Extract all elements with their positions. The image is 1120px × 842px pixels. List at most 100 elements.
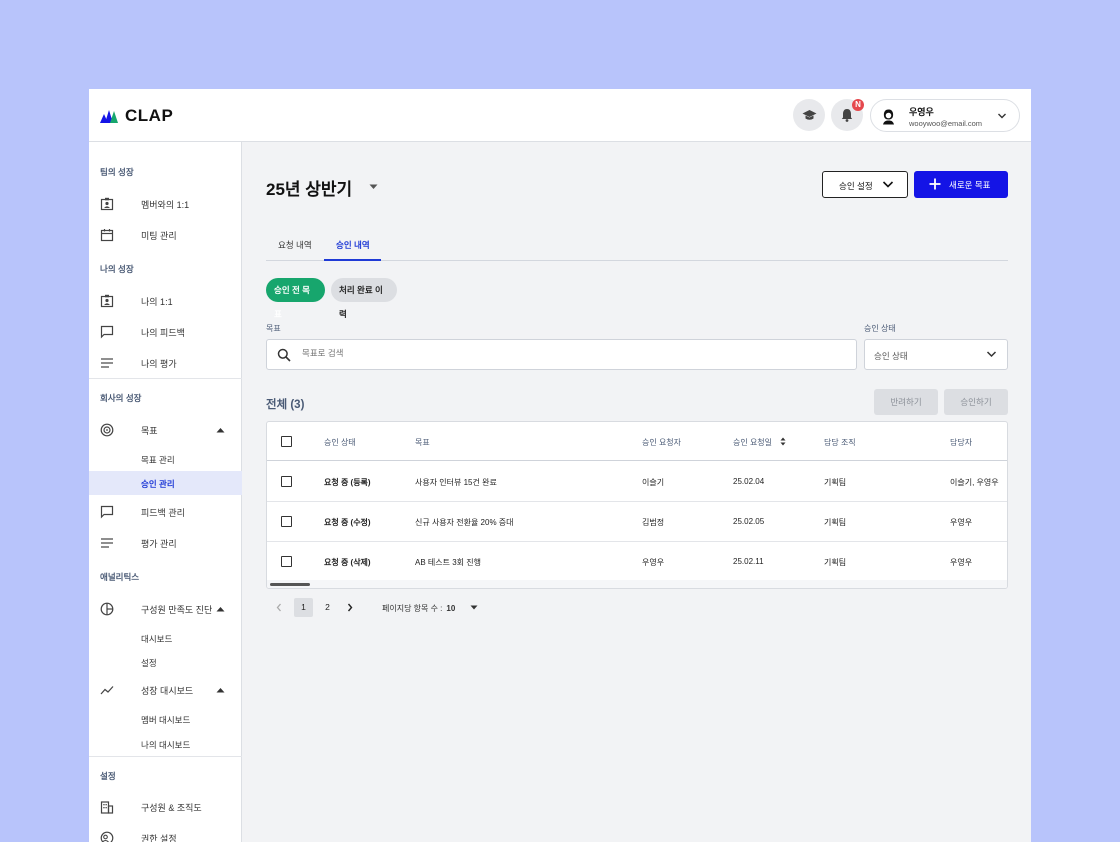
trend-icon bbox=[100, 686, 114, 695]
building-icon bbox=[100, 801, 114, 814]
sidebar-item-my-feedback[interactable]: 나의 피드백 bbox=[89, 320, 242, 344]
pie-icon bbox=[100, 602, 114, 616]
sidebar-subitem-label: 나의 대시보드 bbox=[141, 740, 191, 750]
cell-request-date: 25.02.11 bbox=[733, 557, 764, 566]
notification-badge: N bbox=[852, 99, 864, 111]
sidebar-item-label: 성장 대시보드 bbox=[141, 685, 194, 696]
row-checkbox[interactable] bbox=[281, 556, 292, 567]
page-button[interactable]: 2 bbox=[325, 602, 330, 612]
clap-logo[interactable]: CLAP bbox=[100, 106, 173, 126]
table-row[interactable]: 요청 중 (등록) 사용자 인터뷰 15건 완료 이슬기 25.02.04 기획… bbox=[267, 462, 1007, 502]
scrollbar-thumb[interactable] bbox=[270, 583, 310, 586]
tab-approval-history[interactable]: 승인 내역 bbox=[336, 240, 370, 250]
cell-goal[interactable]: AB 테스트 3회 진행 bbox=[415, 558, 481, 567]
chip-pending-goals[interactable]: 승인 전 목표 bbox=[266, 278, 325, 319]
sidebar-item-label: 권한 설정 bbox=[141, 833, 177, 842]
cell-request-date: 25.02.05 bbox=[733, 517, 765, 526]
per-page-select[interactable]: 페이지당 항목 수 :10 bbox=[382, 603, 455, 614]
cell-goal[interactable]: 신규 사용자 전환율 20% 증대 bbox=[415, 518, 514, 527]
learning-button[interactable] bbox=[793, 99, 825, 131]
page-button[interactable]: 1 bbox=[294, 598, 313, 617]
sidebar-divider bbox=[89, 756, 242, 757]
table-row[interactable]: 요청 중 (삭제) AB 테스트 3회 진행 우영우 25.02.11 기획팀 … bbox=[267, 542, 1007, 582]
section-title-analytics: 애널리틱스 bbox=[100, 572, 140, 582]
sidebar-item-growth-dashboard[interactable]: 성장 대시보드 bbox=[89, 678, 242, 702]
sidebar-item-feedback-management[interactable]: 피드백 관리 bbox=[89, 500, 242, 524]
approval-status-select[interactable]: 승인 상태 bbox=[864, 339, 1008, 370]
sidebar-item-label: 멤버와의 1:1 bbox=[141, 199, 190, 210]
top-bar: CLAP N 우영우 wooywoo@email.com bbox=[89, 89, 1031, 142]
tab-request-history[interactable]: 요청 내역 bbox=[278, 240, 312, 250]
caret-up-icon[interactable] bbox=[216, 687, 225, 693]
table-header: 승인 상태 목표 승인 요청자 승인 요청일 담당 조직 담당자 bbox=[267, 422, 1007, 461]
column-header-label: 승인 요청일 bbox=[733, 438, 773, 447]
section-title-settings: 설정 bbox=[100, 771, 116, 781]
column-header-sortable[interactable]: 승인 요청일 bbox=[733, 437, 786, 448]
section-title-company-growth: 회사의 성장 bbox=[100, 393, 142, 403]
sidebar-item-permissions[interactable]: 권한 설정 bbox=[89, 826, 242, 842]
chat-icon bbox=[100, 505, 114, 519]
sort-icon bbox=[780, 437, 786, 446]
sidebar-item-label: 구성원 만족도 진단 bbox=[141, 604, 213, 615]
logo-text: CLAP bbox=[125, 106, 174, 125]
chip-completed-history[interactable]: 처리 완료 이력 bbox=[331, 278, 397, 319]
sidebar-item-my-dashboard[interactable]: 나의 대시보드 bbox=[89, 732, 242, 756]
new-goal-label: 새로운 목표 bbox=[949, 180, 991, 190]
per-page-label: 페이지당 항목 수 : bbox=[382, 604, 443, 613]
select-all-checkbox[interactable] bbox=[281, 436, 292, 447]
sidebar-item-label: 평가 관리 bbox=[141, 538, 177, 549]
row-checkbox[interactable] bbox=[281, 476, 292, 487]
sidebar-item-satisfaction-settings[interactable]: 설정 bbox=[89, 650, 242, 674]
sidebar-subitem-label: 멤버 대시보드 bbox=[141, 715, 191, 725]
sidebar-item-my-evaluation[interactable]: 나의 평가 bbox=[89, 351, 242, 375]
goal-filter-label: 목표 bbox=[266, 324, 281, 333]
caret-up-icon[interactable] bbox=[216, 606, 225, 612]
cell-owner: 이슬기, 우영우 bbox=[950, 478, 999, 487]
approve-button[interactable]: 승인하기 bbox=[944, 389, 1008, 415]
badge-icon bbox=[100, 294, 114, 308]
main-content: 25년 상반기 승인 설정 새로운 목표 요청 내역 승인 내역 승인 전 목표… bbox=[242, 142, 1031, 842]
goal-search-input[interactable] bbox=[302, 348, 702, 358]
approval-settings-button[interactable]: 승인 설정 bbox=[822, 171, 908, 198]
caret-down-icon[interactable] bbox=[470, 605, 478, 610]
cell-status: 요청 중 (수정) bbox=[324, 518, 371, 527]
bell-icon bbox=[841, 109, 853, 122]
sidebar-item-meetings[interactable]: 미팅 관리 bbox=[89, 223, 242, 247]
caret-up-icon[interactable] bbox=[216, 427, 225, 433]
chevron-left-icon[interactable] bbox=[276, 603, 282, 612]
status-filter-label: 승인 상태 bbox=[864, 324, 896, 333]
row-checkbox[interactable] bbox=[281, 516, 292, 527]
sidebar-item-dashboard[interactable]: 대시보드 bbox=[89, 626, 242, 650]
reject-button[interactable]: 반려하기 bbox=[874, 389, 938, 415]
cell-goal[interactable]: 사용자 인터뷰 15건 완료 bbox=[415, 478, 497, 487]
sidebar-divider bbox=[89, 378, 242, 379]
column-header: 승인 상태 bbox=[324, 438, 356, 447]
user-menu[interactable]: 우영우 wooywoo@email.com bbox=[870, 99, 1020, 132]
sidebar-item-member-1on1[interactable]: 멤버와의 1:1 bbox=[89, 192, 242, 216]
plus-icon bbox=[929, 178, 941, 190]
sidebar-item-goals[interactable]: 목표 bbox=[89, 418, 242, 442]
sidebar-item-approval-management[interactable]: 승인 관리 bbox=[89, 471, 242, 495]
horizontal-scrollbar[interactable] bbox=[267, 580, 1007, 588]
column-header: 승인 요청자 bbox=[642, 438, 682, 447]
graduation-cap-icon bbox=[802, 110, 816, 120]
sidebar-item-goal-management[interactable]: 목표 관리 bbox=[89, 447, 242, 471]
sidebar-item-member-dashboard[interactable]: 멤버 대시보드 bbox=[89, 707, 242, 731]
sidebar-item-my-1on1[interactable]: 나의 1:1 bbox=[89, 289, 242, 313]
calendar-icon bbox=[100, 229, 114, 242]
per-page-value: 10 bbox=[446, 604, 456, 613]
sidebar-item-member-satisfaction[interactable]: 구성원 만족도 진단 bbox=[89, 597, 242, 621]
cell-org: 기획팀 bbox=[824, 518, 847, 527]
sidebar-item-members-org[interactable]: 구성원 & 조직도 bbox=[89, 795, 242, 819]
sidebar-item-label: 목표 bbox=[141, 425, 158, 436]
new-goal-button[interactable]: 새로운 목표 bbox=[914, 171, 1008, 198]
cell-requester: 이슬기 bbox=[642, 478, 665, 487]
period-dropdown-caret-icon[interactable] bbox=[369, 184, 378, 190]
sidebar: 팀의 성장 멤버와의 1:1 미팅 관리 나의 성장 나의 1:1 나의 피드백… bbox=[89, 142, 242, 842]
sidebar-subitem-label: 목표 관리 bbox=[141, 455, 175, 465]
chevron-right-icon[interactable] bbox=[347, 603, 353, 612]
table-row[interactable]: 요청 중 (수정) 신규 사용자 전환율 20% 증대 김범정 25.02.05… bbox=[267, 502, 1007, 542]
sidebar-subitem-label: 승인 관리 bbox=[141, 479, 175, 489]
approval-status-value: 승인 상태 bbox=[874, 351, 908, 361]
sidebar-item-evaluation-management[interactable]: 평가 관리 bbox=[89, 531, 242, 555]
